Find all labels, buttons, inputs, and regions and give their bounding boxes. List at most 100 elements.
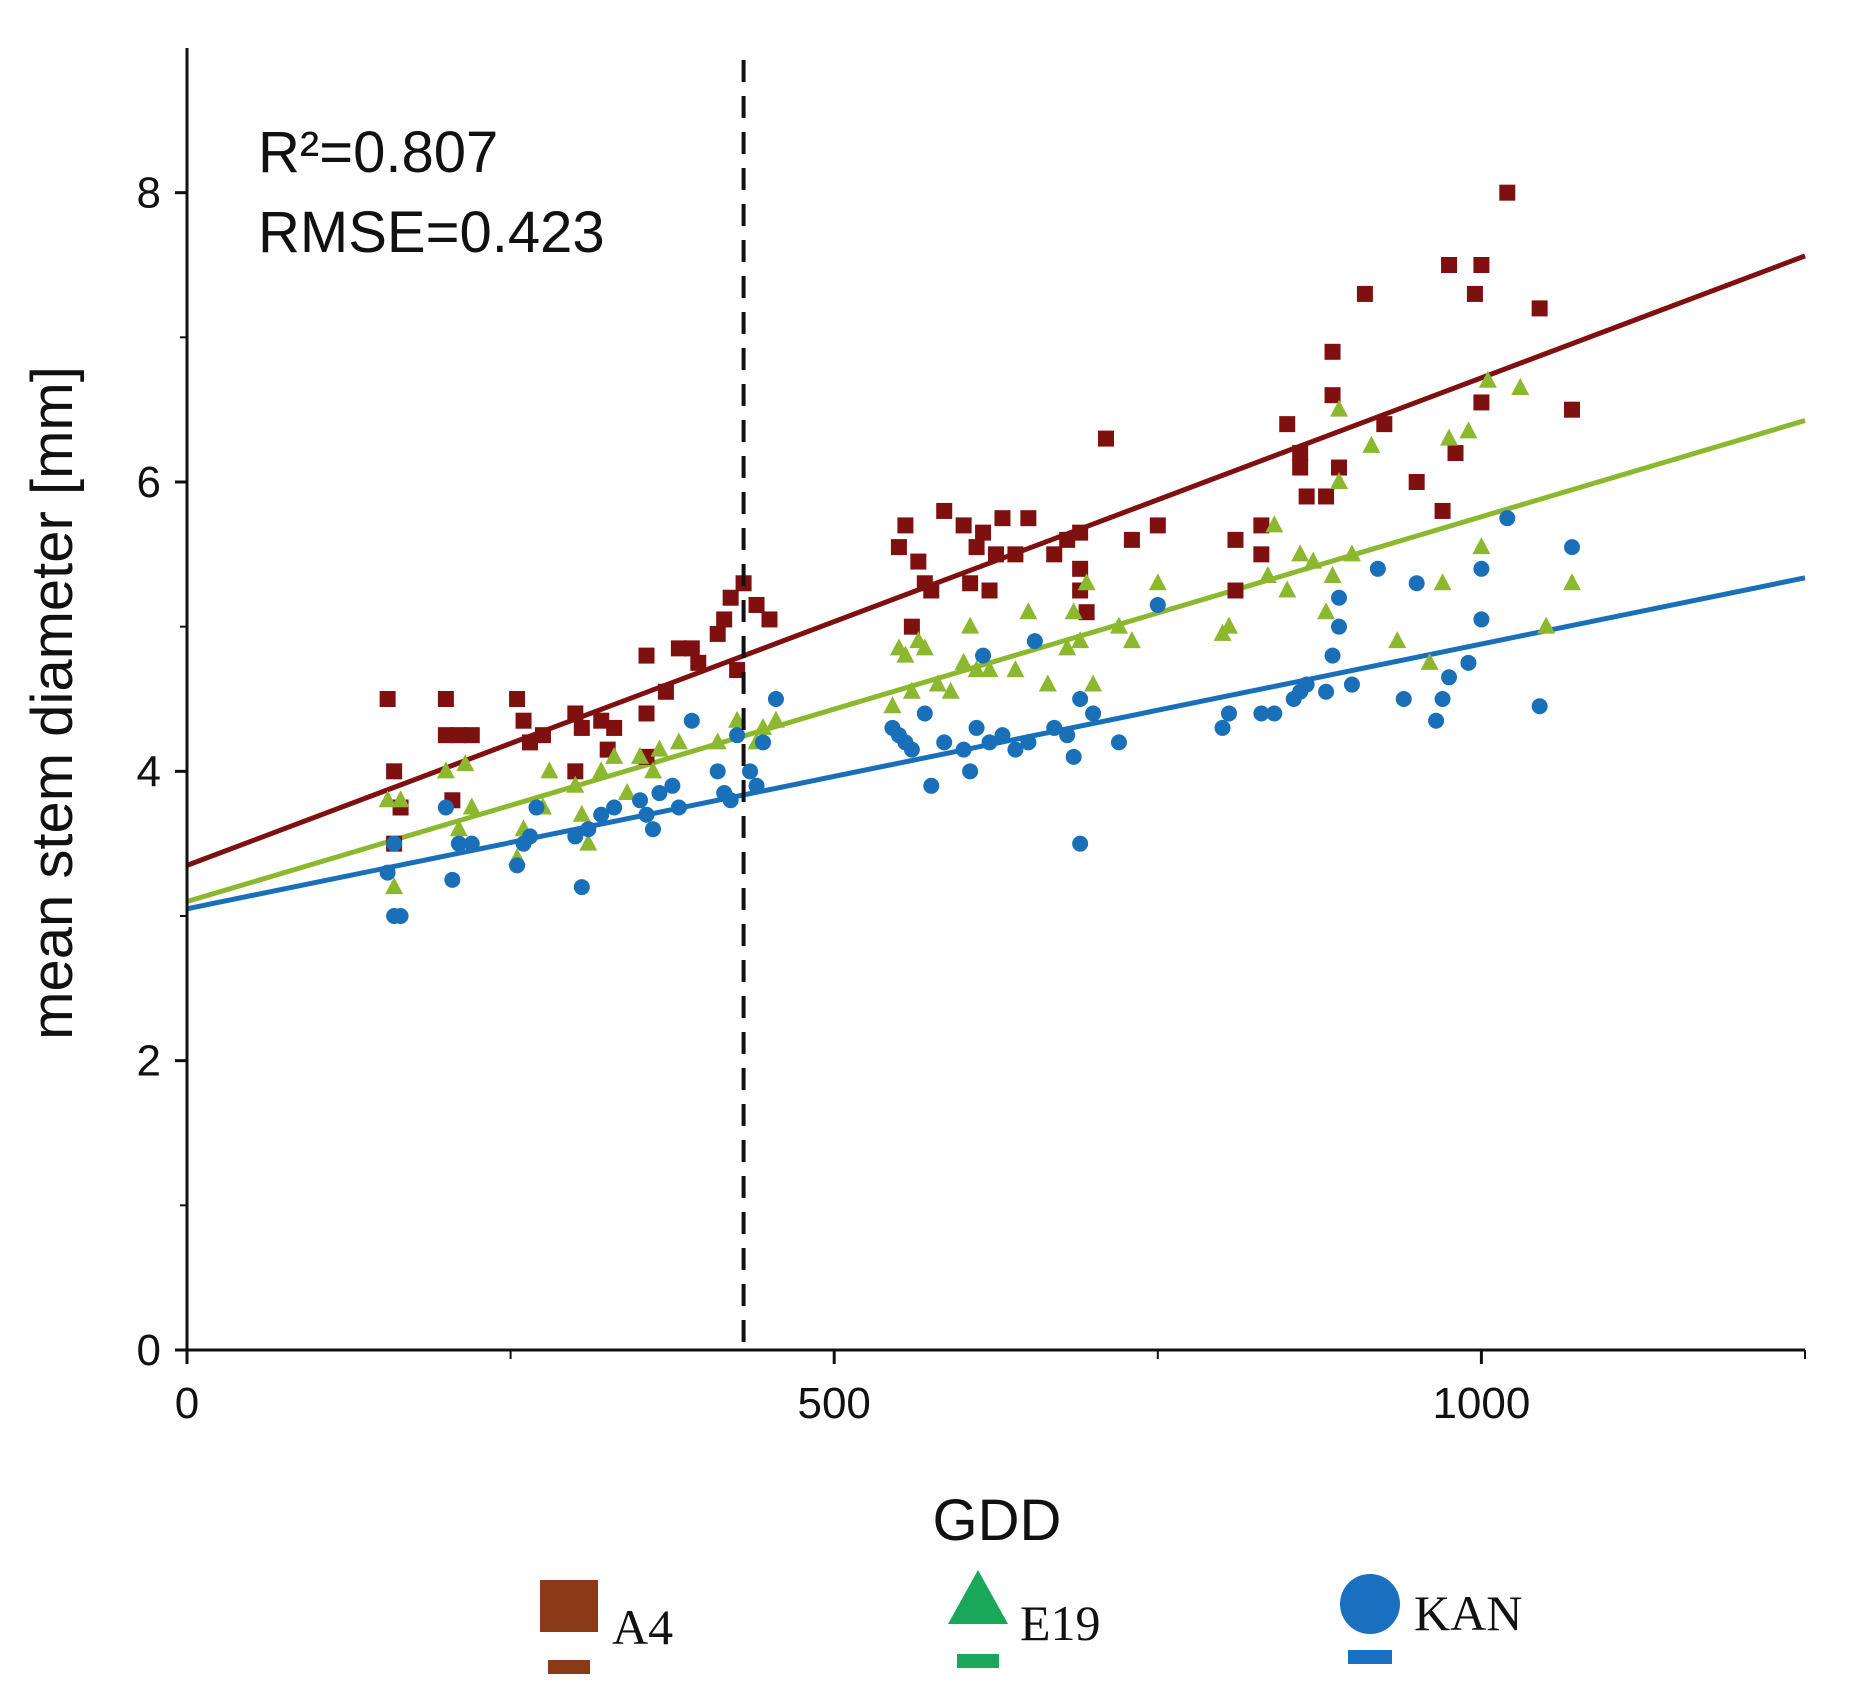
point-kan: [1253, 705, 1270, 722]
point-kan: [1499, 510, 1516, 527]
point-a4: [1253, 517, 1270, 534]
point-a4: [761, 611, 778, 628]
point-e19: [902, 681, 921, 699]
point-kan: [683, 712, 700, 729]
point-kan: [1220, 705, 1237, 722]
point-kan: [709, 763, 726, 780]
point-kan: [580, 821, 597, 838]
point-a4: [709, 625, 726, 642]
point-kan: [722, 792, 739, 809]
point-e19: [462, 797, 481, 815]
point-a4: [386, 763, 403, 780]
point-e19: [954, 652, 973, 670]
point-kan: [975, 647, 992, 664]
y-tick-label: 6: [137, 458, 161, 507]
point-e19: [631, 746, 650, 764]
point-e19: [1330, 399, 1349, 417]
point-kan: [1531, 698, 1548, 715]
point-e19: [1291, 544, 1310, 562]
point-kan: [962, 763, 979, 780]
point-kan: [1072, 835, 1089, 852]
point-kan: [1564, 539, 1581, 556]
legend-kan-label: KAN: [1414, 1585, 1522, 1641]
point-e19: [378, 790, 397, 808]
point-kan: [1395, 691, 1412, 707]
axes: [185, 48, 1805, 1352]
point-e19: [1265, 515, 1284, 533]
point-e19: [385, 877, 404, 895]
point-kan: [767, 691, 784, 707]
point-e19: [1219, 616, 1238, 634]
point-e19: [449, 819, 468, 837]
point-e19: [540, 761, 559, 779]
point-e19: [1058, 638, 1077, 656]
point-kan: [528, 799, 545, 816]
point-a4: [593, 712, 610, 729]
point-e19: [754, 717, 773, 735]
ticks: 0 2 4 6 8 0 500 1000: [137, 169, 1806, 1428]
point-kan: [509, 857, 526, 874]
point-kan: [1428, 712, 1445, 729]
point-e19: [1064, 602, 1083, 620]
point-e19: [1323, 566, 1342, 584]
r-squared-label: R²=0.807: [258, 120, 498, 185]
point-e19: [941, 681, 960, 699]
point-kan: [729, 727, 746, 744]
point-kan: [606, 799, 623, 816]
point-a4: [1473, 257, 1490, 273]
legend-a4-label: A4: [612, 1599, 673, 1655]
point-e19: [592, 761, 611, 779]
point-a4: [994, 510, 1011, 527]
point-a4: [567, 763, 584, 780]
point-e19: [1420, 652, 1439, 670]
point-kan: [955, 741, 972, 758]
point-e19: [1478, 370, 1497, 388]
point-e19: [1433, 573, 1452, 591]
point-a4: [522, 734, 539, 751]
point-a4: [936, 502, 953, 519]
point-e19: [456, 754, 475, 772]
point-a4: [1298, 488, 1315, 505]
point-e19: [1071, 631, 1090, 649]
point-kan: [1026, 633, 1043, 650]
point-e19: [1362, 435, 1381, 453]
point-e19: [928, 674, 947, 692]
point-a4: [573, 719, 590, 736]
point-kan: [1318, 683, 1335, 700]
point-e19: [915, 638, 934, 656]
legend-e19-label: E19: [1020, 1595, 1101, 1651]
point-kan: [644, 821, 661, 838]
x-tick-label: 500: [797, 1379, 870, 1428]
point-a4: [981, 582, 998, 599]
point-kan: [593, 806, 610, 823]
point-a4: [1098, 430, 1115, 447]
point-kan: [916, 705, 933, 722]
point-a4: [1292, 445, 1309, 462]
point-e19: [980, 660, 999, 678]
point-kan: [1473, 560, 1490, 577]
point-a4: [722, 589, 739, 606]
point-kan: [1408, 575, 1425, 592]
point-e19: [896, 645, 915, 663]
y-tick-label: 0: [137, 1326, 161, 1375]
point-kan: [903, 741, 920, 758]
legend-kan-marker-circle: [1340, 1574, 1400, 1634]
point-kan: [755, 734, 772, 751]
point-e19: [643, 761, 662, 779]
point-a4: [975, 524, 992, 541]
point-kan: [1441, 669, 1458, 686]
point-e19: [1278, 580, 1297, 598]
point-kan: [1331, 618, 1348, 635]
point-a4: [1499, 184, 1516, 201]
point-e19: [1317, 602, 1336, 620]
point-kan: [392, 908, 409, 924]
point-kan: [748, 777, 765, 794]
point-kan: [379, 864, 396, 881]
point-e19: [1342, 544, 1361, 562]
point-e19: [618, 783, 637, 801]
x-tick-label: 0: [175, 1379, 199, 1428]
point-a4: [534, 727, 551, 744]
point-e19: [669, 732, 688, 750]
point-a4: [515, 712, 532, 729]
legend-a4-line-swatch: [548, 1660, 590, 1674]
